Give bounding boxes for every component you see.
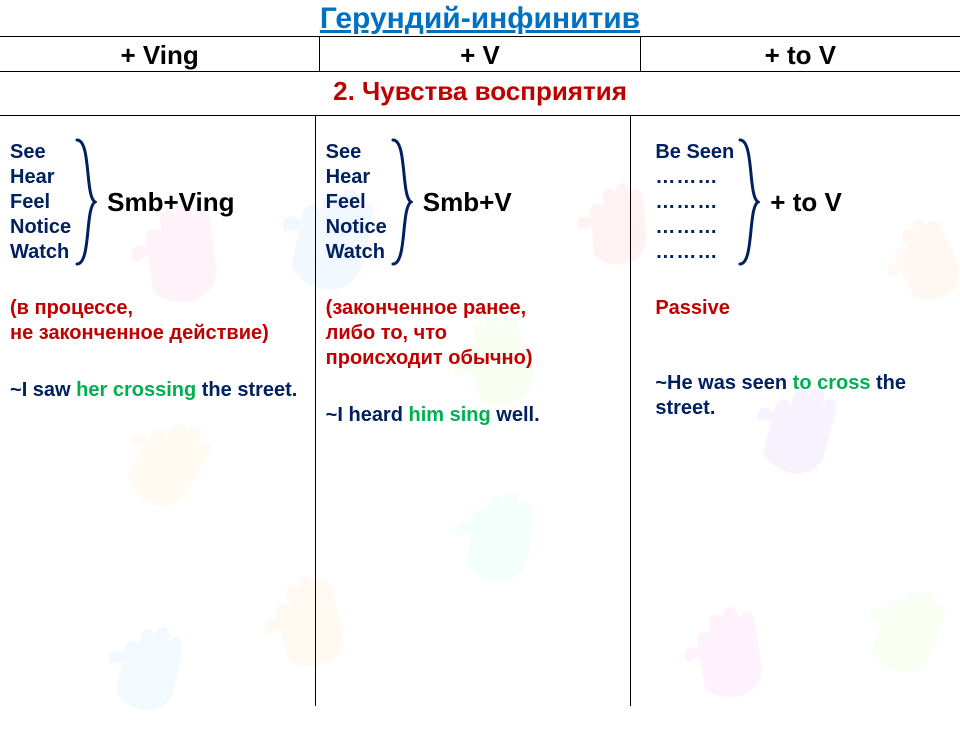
col2-verbs: See Hear Feel Notice Watch [326, 140, 387, 265]
verb: Notice [326, 215, 387, 240]
header-to-v: + to V [641, 37, 960, 71]
dots: ……… [655, 215, 734, 240]
col1-verbs-group: See Hear Feel Notice Watch Smb+Ving [10, 138, 305, 266]
ex-text-blue: I heard [337, 404, 408, 426]
desc-line: либо то, что [326, 321, 621, 346]
col2-smb-label: Smb+V [423, 187, 512, 218]
col3-desc: Passive [655, 296, 950, 321]
col2-verbs-group: See Hear Feel Notice Watch Smb+V [326, 138, 621, 266]
dots: ……… [655, 165, 734, 190]
ex-text-green: him sing [409, 404, 491, 426]
col3-example: ~He was seen to cross the street. [655, 371, 950, 421]
columns: See Hear Feel Notice Watch Smb+Ving (в п… [0, 116, 960, 706]
col1-smb-label: Smb+Ving [107, 187, 234, 218]
col-ving: See Hear Feel Notice Watch Smb+Ving (в п… [0, 116, 316, 706]
ex-tilde: ~ [655, 372, 667, 394]
header-v: + V [320, 37, 640, 71]
brace-icon [75, 138, 97, 266]
desc-line: не законченное действие) [10, 321, 305, 346]
verb: Feel [10, 190, 71, 215]
verb: Feel [326, 190, 387, 215]
ex-text-blue: well. [491, 404, 540, 426]
dots: ……… [655, 190, 734, 215]
section-subhead: 2. Чувства восприятия [0, 72, 960, 116]
header-row: + Ving + V + to V [0, 36, 960, 72]
desc-line: происходит обычно) [326, 346, 621, 371]
verb: Hear [10, 165, 71, 190]
desc-line: (в процессе, [10, 296, 305, 321]
col1-example: ~I saw her crossing the street. [10, 378, 305, 403]
ex-tilde: ~ [326, 404, 338, 426]
brace-icon [738, 138, 760, 266]
ex-text-green: her crossing [76, 379, 196, 401]
verb: See [10, 140, 71, 165]
verb: Hear [326, 165, 387, 190]
col1-desc: (в процессе, не законченное действие) [10, 296, 305, 346]
col-v: See Hear Feel Notice Watch Smb+V (законч… [316, 116, 632, 706]
verb: Watch [10, 240, 71, 265]
desc-line: Passive [655, 296, 950, 321]
ex-text-blue: He was seen [667, 372, 793, 394]
col2-desc: (законченное ранее, либо то, что происхо… [326, 296, 621, 371]
desc-line: (законченное ранее, [326, 296, 621, 321]
verb: Watch [326, 240, 387, 265]
col1-verbs: See Hear Feel Notice Watch [10, 140, 71, 265]
ex-text-blue: I saw [22, 379, 76, 401]
dots: ……… [655, 240, 734, 265]
col-to-v: Be Seen ……… ……… ……… ……… + to V Passive ~… [631, 116, 960, 706]
col3-verbs-group: Be Seen ……… ……… ……… ……… + to V [655, 138, 950, 266]
header-ving: + Ving [0, 37, 320, 71]
brace-icon [391, 138, 413, 266]
col2-example: ~I heard him sing well. [326, 403, 621, 428]
verb: See [326, 140, 387, 165]
verb: Notice [10, 215, 71, 240]
ex-tilde: ~ [10, 379, 22, 401]
col3-smb-label: + to V [770, 187, 842, 218]
verb-head: Be Seen [655, 140, 734, 165]
ex-text-green: to cross [793, 372, 871, 394]
col3-verbs: Be Seen ……… ……… ……… ……… [655, 140, 734, 265]
ex-text-blue: the street. [196, 379, 297, 401]
page-title: Герундий-инфинитив [0, 0, 960, 36]
